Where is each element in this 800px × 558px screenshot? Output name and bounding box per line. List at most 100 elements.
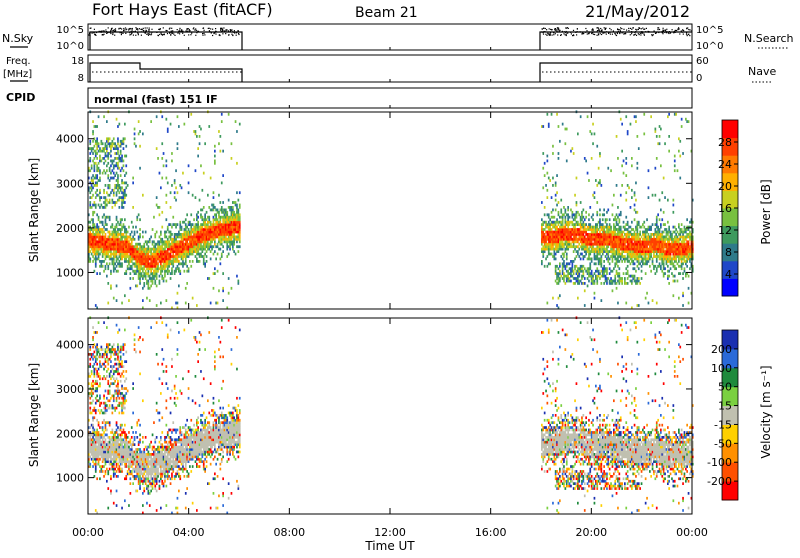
- nsearch-point: [148, 29, 149, 30]
- power-cell: [655, 272, 657, 275]
- power-cell: [95, 304, 97, 307]
- power-cell: [204, 213, 206, 216]
- nsearch-point: [641, 33, 642, 34]
- power-cell: [639, 231, 641, 234]
- power-cell: [239, 218, 241, 221]
- power-cell: [179, 223, 181, 226]
- power-cell: [110, 164, 112, 167]
- power-cell: [95, 262, 97, 265]
- power-cell: [648, 186, 650, 189]
- power-cell: [542, 253, 544, 256]
- freq-unit-label: [MHz]: [3, 69, 32, 80]
- power-cell: [232, 248, 234, 251]
- power-cell: [648, 260, 650, 263]
- power-cell: [596, 226, 598, 229]
- power-cell: [195, 169, 197, 172]
- nsearch-point: [577, 31, 578, 32]
- power-cell: [149, 299, 151, 302]
- nsearch-point: [121, 33, 122, 34]
- power-cell: [634, 191, 636, 194]
- velocity-cell: [89, 348, 91, 351]
- power-cell: [678, 240, 680, 243]
- power-cell: [661, 218, 663, 221]
- nsearch-point: [553, 34, 554, 35]
- nsearch-point: [222, 33, 223, 34]
- power-cell: [160, 233, 162, 236]
- power-cell: [685, 238, 687, 241]
- power-cell: [114, 267, 116, 270]
- nsearch-point: [137, 28, 138, 29]
- power-cell: [587, 285, 589, 288]
- velocity-cell: [94, 351, 96, 354]
- power-cell: [92, 255, 94, 258]
- power-cell: [547, 255, 549, 258]
- power-cell: [627, 258, 629, 261]
- power-cell: [685, 118, 687, 121]
- power-cell: [233, 250, 235, 253]
- power-cell: [221, 206, 223, 209]
- power-cell: [641, 270, 643, 273]
- nsearch-point: [186, 30, 187, 31]
- nsearch-point: [559, 30, 560, 31]
- nsearch-point: [179, 33, 180, 34]
- power-cell: [542, 186, 544, 189]
- power-cell: [117, 162, 119, 165]
- nsearch-point: [576, 34, 577, 35]
- power-cell: [105, 142, 107, 145]
- power-cell: [123, 169, 125, 172]
- power-cell: [661, 233, 663, 236]
- power-cell: [110, 172, 112, 175]
- power-cell: [603, 272, 605, 275]
- nsearch-point: [146, 30, 147, 31]
- power-cell: [185, 287, 187, 290]
- power-cell: [562, 248, 564, 251]
- power-cell: [218, 289, 220, 292]
- power-cell: [625, 157, 627, 160]
- power-cell: [678, 297, 680, 300]
- power-cell: [134, 238, 136, 241]
- power-cell: [565, 226, 567, 229]
- nsearch-point: [145, 27, 146, 28]
- power-cell: [114, 142, 116, 145]
- nsearch-point: [626, 30, 627, 31]
- power-cell: [556, 265, 558, 268]
- power-cell: [204, 221, 206, 224]
- power-cell: [163, 164, 165, 167]
- velocity-cell: [98, 368, 100, 371]
- power-cell: [116, 260, 118, 263]
- power-cell: [660, 128, 662, 131]
- nsearch-point: [212, 35, 213, 36]
- power-cell: [547, 160, 549, 163]
- nsearch-point: [644, 35, 645, 36]
- power-cell: [589, 130, 591, 133]
- power-cell: [103, 169, 105, 172]
- nsearch-point: [110, 32, 111, 33]
- power-cell: [587, 245, 589, 248]
- power-cell: [188, 191, 190, 194]
- power-cell: [656, 302, 658, 305]
- power-cell: [112, 145, 114, 148]
- power-cell: [556, 226, 558, 229]
- velocity-cell: [99, 360, 101, 363]
- nsky-label: N.Sky: [2, 32, 34, 45]
- power-cell: [559, 277, 561, 280]
- power-cell: [678, 223, 680, 226]
- power-cell: [159, 282, 161, 285]
- freq-label: Freq.: [6, 56, 31, 67]
- power-cell: [116, 145, 118, 148]
- nsearch-point: [564, 31, 565, 32]
- nsearch-point: [585, 32, 586, 33]
- power-cell: [659, 218, 661, 221]
- velocity-cell: [89, 358, 91, 361]
- power-cell: [596, 201, 598, 204]
- nsearch-point: [221, 28, 222, 29]
- power-cell: [116, 172, 118, 175]
- power-cell: [202, 209, 204, 212]
- power-cell: [166, 218, 168, 221]
- power-cell: [623, 236, 625, 239]
- power-cell: [619, 267, 621, 270]
- power-cell: [567, 213, 569, 216]
- power-cell: [231, 157, 233, 160]
- nsearch-point: [220, 28, 221, 29]
- nsearch-point: [236, 35, 237, 36]
